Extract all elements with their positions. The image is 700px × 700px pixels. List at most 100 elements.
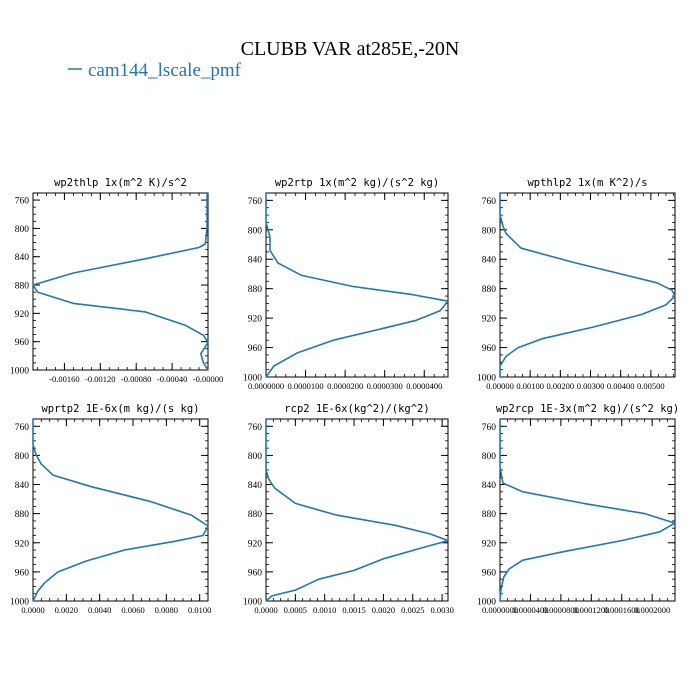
y-tick-label: 920 [248, 539, 263, 549]
x-tick-label: 0.0002000 [634, 605, 670, 615]
x-tick-label: 0.0020 [372, 605, 395, 615]
y-tick-label: 840 [248, 256, 263, 266]
subplot-title: wp2rcp 1E-3x(m^2 kg)/(s^2 kg) [496, 403, 679, 415]
x-tick-label: -0.00000 [193, 374, 223, 384]
subplot-wpthlp2: wpthlp2 1x(m K^2)/s 760 800 840 880 920 960 100… [477, 177, 676, 391]
y-tick-label: 960 [482, 344, 497, 354]
y-tick-label: 760 [248, 197, 263, 207]
plot-frame [265, 192, 449, 378]
subplot-grid: wp2thlp 1x(m^2 K)/s^2 760 800 840 880 920 960 1… [10, 177, 679, 615]
x-tick-label: 0.0000800 [543, 605, 579, 615]
y-tick-label: 960 [248, 568, 263, 578]
plot-frame [499, 192, 676, 378]
y-tick-label: 840 [482, 256, 497, 266]
x-tick-label: 0.00200 [547, 381, 575, 391]
y-tick-label: 840 [248, 481, 263, 491]
x-tick-label: 0.0030 [430, 605, 453, 615]
x-tick-label: 0.0000 [21, 605, 44, 615]
y-tick-label: 800 [248, 452, 263, 462]
y-tick-label: 1000 [243, 374, 262, 384]
x-tick-label: 0.0000100 [288, 381, 324, 391]
x-tick-label: 0.0040 [88, 605, 111, 615]
figure-title: CLUBB VAR at285E,-20N [241, 38, 460, 60]
y-tick-label: 880 [482, 285, 497, 295]
x-tick-label: 0.0001600 [604, 605, 640, 615]
x-tick-label: 0.0060 [121, 605, 144, 615]
plot-frame [499, 418, 676, 602]
y-tick-label: 1000 [10, 367, 29, 377]
x-tick-label: -0.00120 [85, 374, 115, 384]
y-tick-label: 920 [482, 315, 497, 325]
x-tick-label: 0.00400 [607, 381, 635, 391]
y-tick-label: 840 [15, 481, 30, 491]
x-tick-label: 0.0005 [284, 605, 307, 615]
series-line-wprtp2 [32, 419, 209, 602]
y-tick-label: 840 [15, 253, 30, 263]
x-tick-label: 0.0080 [155, 605, 178, 615]
y-tick-label: 1000 [10, 598, 29, 608]
x-tick-label: 0.0000400 [512, 605, 548, 615]
y-tick-label: 800 [482, 226, 497, 236]
x-tick-label: 0.00000 [486, 381, 514, 391]
subplot-wprtp2: wprtp2 1E-6x(m kg)/(s kg) 760 800 840 880 920… [10, 403, 211, 615]
plot-frame [265, 418, 449, 602]
subplot-title: rcp2 1E-6x(kg^2)/(kg^2) [284, 403, 429, 415]
y-tick-label: 840 [482, 481, 497, 491]
y-tick-label: 960 [248, 344, 263, 354]
y-tick-label: 880 [248, 285, 263, 295]
subplot-title: wp2thlp 1x(m^2 K)/s^2 [54, 177, 187, 189]
x-tick-label: 0.0020 [55, 605, 78, 615]
x-tick-label: 0.0001200 [573, 605, 609, 615]
y-tick-label: 920 [15, 310, 30, 320]
x-tick-label: -0.00160 [49, 374, 79, 384]
subplot-wp2rtp: wp2rtp 1x(m^2 kg)/(s^2 kg) 760 800 840 880 92… [243, 177, 449, 391]
series-line-wpthlp2 [499, 193, 676, 377]
y-tick-label: 880 [15, 282, 30, 292]
y-tick-label: 760 [482, 423, 497, 433]
y-tick-label: 880 [482, 510, 497, 520]
subplot-rcp2: rcp2 1E-6x(kg^2)/(kg^2) 760 800 840 880 920 96… [243, 403, 454, 615]
x-tick-label: 0.0000200 [327, 381, 363, 391]
x-tick-label: 0.0025 [401, 605, 424, 615]
y-tick-label: 800 [248, 226, 263, 236]
plot-frame [32, 192, 209, 371]
y-tick-label: 800 [15, 225, 30, 235]
x-tick-label: 0.0015 [342, 605, 365, 615]
y-tick-label: 960 [482, 568, 497, 578]
series-line-wp2thlp [32, 193, 209, 371]
x-tick-label: 0.0010 [313, 605, 336, 615]
series-line-wp2rcp [499, 419, 676, 602]
y-tick-label: 760 [15, 423, 30, 433]
y-tick-label: 1000 [477, 374, 496, 384]
y-tick-label: 800 [15, 452, 30, 462]
y-tick-label: 1000 [477, 598, 496, 608]
x-tick-label: 0.0100 [188, 605, 211, 615]
x-tick-label: 0.0000 [254, 605, 277, 615]
y-tick-label: 760 [248, 423, 263, 433]
y-tick-label: 920 [482, 539, 497, 549]
y-tick-label: 960 [15, 568, 30, 578]
figure-legend: cam144_lscale_pmf [68, 60, 242, 81]
x-tick-label: 0.0000000 [482, 605, 518, 615]
series-line-wp2rtp [265, 193, 449, 378]
legend-label: cam144_lscale_pmf [88, 60, 242, 81]
x-tick-label: 0.0000400 [406, 381, 442, 391]
x-tick-label: 0.00100 [516, 381, 544, 391]
y-tick-label: 760 [15, 197, 30, 207]
x-tick-label: 0.00300 [577, 381, 605, 391]
subplot-title: wprtp2 1E-6x(m kg)/(s kg) [41, 403, 199, 415]
subplot-title: wp2rtp 1x(m^2 kg)/(s^2 kg) [275, 177, 439, 189]
x-tick-label: -0.00080 [121, 374, 151, 384]
x-tick-label: 0.00500 [637, 381, 665, 391]
y-tick-label: 880 [248, 510, 263, 520]
y-tick-label: 1000 [243, 598, 262, 608]
y-tick-label: 760 [482, 197, 497, 207]
y-tick-label: 920 [15, 539, 30, 549]
subplot-wp2rcp: wp2rcp 1E-3x(m^2 kg)/(s^2 kg) 760 800 840 88… [477, 403, 679, 615]
series-line-rcp2 [265, 419, 449, 602]
y-tick-label: 920 [248, 315, 263, 325]
y-tick-label: 880 [15, 510, 30, 520]
x-tick-label: -0.00040 [157, 374, 187, 384]
x-tick-label: 0.0000300 [367, 381, 403, 391]
